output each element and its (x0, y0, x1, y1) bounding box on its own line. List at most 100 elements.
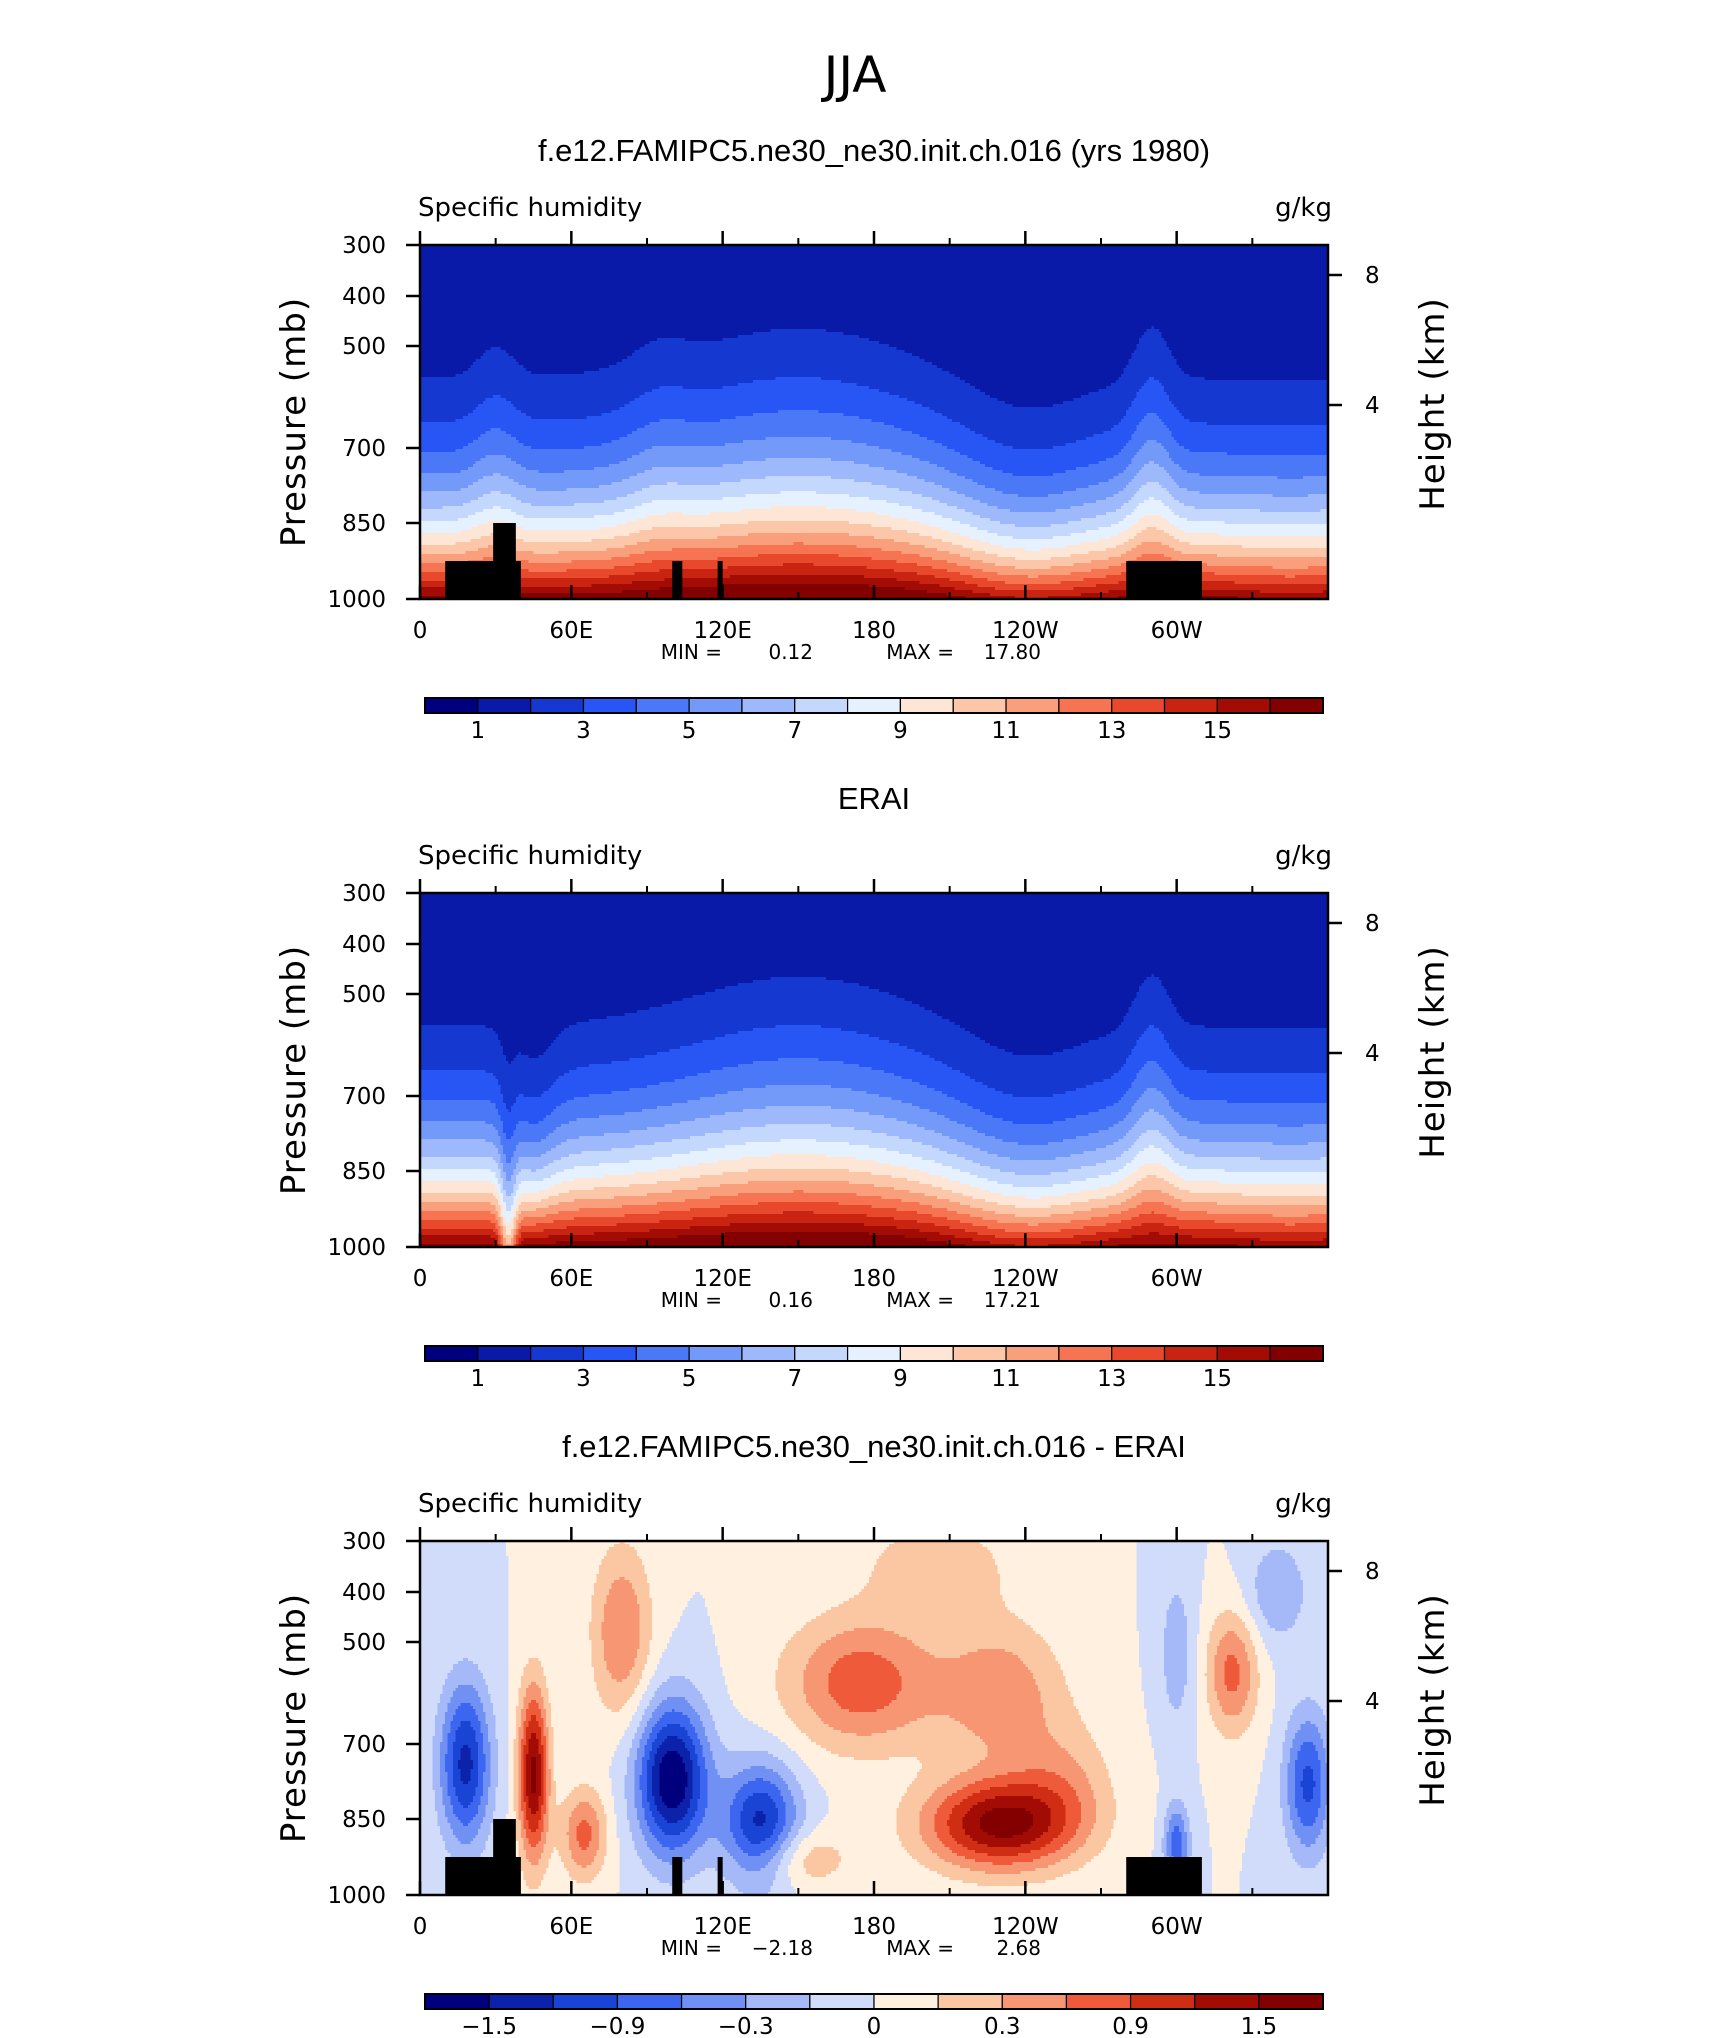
colorbar-2: 1 3 5 7 9 11 13 15 (424, 1345, 1324, 1392)
topography-block (493, 523, 516, 599)
colorbar-swatch (635, 1345, 690, 1362)
colorbar-swatch (809, 1993, 875, 2010)
colorbar-swatch (1216, 697, 1271, 714)
contour-fill (420, 245, 1329, 600)
y-axis-title: Pressure (mb) (274, 1593, 314, 1843)
y-tick-label: 1000 (327, 587, 386, 613)
topography-block (1126, 561, 1202, 599)
height-tick-label: 4 (1365, 1689, 1380, 1715)
panel-title: f.e12.FAMIPC5.ne30_ne30.init.ch.016 - ER… (562, 1429, 1186, 1464)
colorbar-3: −1.5 −0.9 −0.3 0 0.3 0.9 1.5 (424, 1993, 1324, 2038)
x-tick-label: 0 (413, 1914, 428, 1940)
left-string: Specific humidity (418, 193, 642, 223)
colorbar-swatch (582, 697, 637, 714)
colorbar-swatch (688, 1345, 743, 1362)
colorbar-label: 15 (1203, 718, 1232, 744)
colorbar-swatch (1005, 1345, 1060, 1362)
colorbar-swatch (952, 697, 1007, 714)
colorbar-label: 13 (1097, 718, 1126, 744)
colorbar-swatch (424, 1993, 490, 2010)
colorbar-label: 1 (471, 718, 486, 744)
panel-2: ERAI Specific humidity g/kg 0 60E 120E 180 120W… (274, 781, 1453, 1312)
colorbar-swatch (1163, 1345, 1218, 1362)
colorbar-swatch (1129, 1993, 1196, 2010)
colorbar-swatch (1269, 1345, 1324, 1362)
colorbar-swatch (1194, 1993, 1260, 2010)
colorbar-swatch (952, 1345, 1007, 1362)
units-string: g/kg (1275, 193, 1332, 223)
colorbar-swatch (530, 1345, 585, 1362)
y-tick-label: 500 (342, 1630, 386, 1656)
colorbar-swatch (635, 697, 690, 714)
max-label: MAX = (886, 640, 954, 664)
x-tick-label: 120W (992, 1914, 1059, 1940)
panels: f.e12.FAMIPC5.ne30_ne30.init.ch.016 (yrs… (274, 133, 1453, 2038)
x-tick-label: 180 (852, 1914, 896, 1940)
y-tick-label: 1000 (327, 1883, 386, 1909)
colorbar-swatch (582, 1345, 637, 1362)
colorbar-swatch (477, 697, 532, 714)
colorbar-label: 7 (787, 718, 802, 744)
colorbar-label: 0.9 (1112, 2014, 1149, 2038)
colorbar-swatch (1058, 1345, 1113, 1362)
x-tick-label: 60W (1151, 1914, 1203, 1940)
colorbar-swatch (741, 1345, 796, 1362)
colorbar-label: 13 (1097, 1366, 1126, 1392)
max-value: 2.68 (996, 1936, 1041, 1960)
max-value: 17.21 (984, 1288, 1041, 1312)
colorbar-swatch (477, 1345, 532, 1362)
colorbar-swatch (1258, 1993, 1324, 2010)
colorbar-swatch (1269, 697, 1324, 714)
colorbar-label: 9 (893, 718, 908, 744)
colorbar-label: 5 (682, 718, 697, 744)
max-label: MAX = (886, 1288, 954, 1312)
y-tick-label: 300 (342, 233, 386, 259)
contour-fill (420, 1541, 1329, 1896)
colorbar-swatch (937, 1993, 1003, 2010)
y-tick-label: 400 (342, 284, 386, 310)
x-tick-label: 60E (549, 1914, 593, 1940)
y-tick-label: 700 (342, 1732, 386, 1758)
contour-fill (420, 893, 1329, 1248)
panel-title: f.e12.FAMIPC5.ne30_ne30.init.ch.016 (yrs… (538, 133, 1210, 168)
colorbar-label: −0.3 (718, 2014, 774, 2038)
colorbar-frame (424, 1345, 1324, 1362)
y2-axis-title: Height (km) (1413, 297, 1453, 511)
colorbar-1: 1 3 5 7 9 11 13 15 (424, 697, 1324, 744)
colorbar-label: 3 (576, 718, 591, 744)
y-axis-title: Pressure (mb) (274, 297, 314, 547)
min-label: MIN = (661, 640, 722, 664)
x-tick-label: 60W (1151, 618, 1203, 644)
colorbar-label: −1.5 (461, 2014, 517, 2038)
x-tick-label: 180 (852, 618, 896, 644)
y-tick-label: 500 (342, 334, 386, 360)
topography-block (672, 1857, 683, 1895)
colorbar-swatch (1001, 1993, 1068, 2010)
x-tick-label: 0 (413, 618, 428, 644)
colorbar-label: 1 (471, 1366, 486, 1392)
colorbar-swatch (1111, 697, 1166, 714)
colorbar-label: 15 (1203, 1366, 1232, 1392)
height-tick-label: 8 (1365, 263, 1380, 289)
topography-block (1126, 1857, 1202, 1895)
panel-1: f.e12.FAMIPC5.ne30_ne30.init.ch.016 (yrs… (274, 133, 1453, 664)
min-value: 0.16 (768, 1288, 813, 1312)
topography-block (717, 1857, 723, 1895)
colorbar-swatch (846, 1345, 902, 1362)
colorbar-swatch (680, 1993, 747, 2010)
colorbar-swatch (745, 1993, 811, 2010)
colorbar-frame (424, 1993, 1324, 2010)
colorbar-label: 11 (991, 718, 1020, 744)
colorbar-swatch (424, 697, 479, 714)
panel-3: f.e12.FAMIPC5.ne30_ne30.init.ch.016 - ER… (274, 1429, 1453, 1960)
topography-block (717, 561, 723, 599)
height-tick-label: 4 (1365, 393, 1380, 419)
x-tick-label: 120E (693, 618, 751, 644)
y-tick-label: 400 (342, 1580, 386, 1606)
x-tick-label: 60E (549, 618, 593, 644)
y-tick-label: 700 (342, 1084, 386, 1110)
colorbar-frame (424, 697, 1324, 714)
colorbar-swatch (899, 1345, 954, 1362)
x-tick-label: 120W (992, 618, 1059, 644)
